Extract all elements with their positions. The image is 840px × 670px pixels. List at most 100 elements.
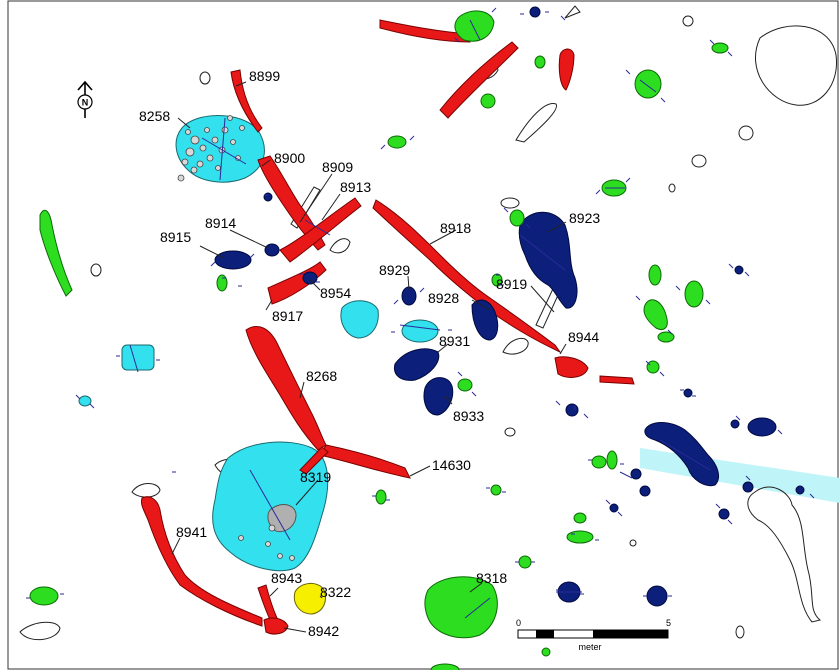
outline-feature [131, 483, 161, 498]
feature-8913-shape [279, 197, 362, 263]
red-segment [299, 446, 329, 475]
green-pit [430, 663, 460, 670]
feature-8318-shape [424, 576, 498, 639]
scale-end-label: 5 [666, 618, 671, 628]
feature-8941-shape [141, 496, 263, 627]
scale-unit-label: meter [578, 642, 601, 652]
feature-label-8915: 8915 [160, 229, 191, 245]
feature-label-8909: 8909 [322, 159, 353, 175]
green-pit [387, 135, 407, 149]
feature-label-8929: 8929 [379, 262, 410, 278]
feature-8319-grey-pit [267, 504, 297, 533]
green-linear [39, 209, 73, 297]
feature-8900-shape [257, 155, 326, 251]
feature-8933-shape [423, 377, 454, 416]
red-segment [439, 41, 519, 119]
feature-8915-shape [214, 250, 252, 270]
outline-feature-se [747, 486, 822, 623]
green-pit [643, 299, 668, 330]
outline-feature-ne [755, 25, 837, 106]
green-pit [454, 10, 495, 42]
cyan-pit [121, 344, 155, 371]
feature-8923-shape [518, 211, 578, 309]
leader-lines [171, 81, 567, 633]
north-label: N [82, 98, 89, 108]
outline-feature [19, 621, 61, 641]
green-pit [518, 555, 532, 569]
outline-pit [738, 125, 754, 141]
outline-pit [90, 263, 102, 277]
red-segment [558, 48, 575, 91]
feature-label-8931: 8931 [439, 333, 470, 349]
blue-small-pits [263, 6, 805, 520]
hatch-ticks [26, 7, 815, 599]
outline-pit [682, 15, 694, 27]
green-pit [657, 331, 675, 343]
feature-label-8899: 8899 [249, 68, 280, 84]
outline-pit [629, 539, 637, 547]
feature-label-14630: 14630 [432, 457, 471, 473]
feature-label-8942: 8942 [308, 623, 339, 639]
feature-label-8322: 8322 [320, 584, 351, 600]
feature-label-8268: 8268 [306, 368, 337, 384]
outline-feature [290, 186, 321, 229]
green-pit [566, 530, 594, 544]
cyan-pit [401, 319, 439, 343]
feature-label-8258: 8258 [139, 108, 170, 124]
feature-8914-shape [264, 243, 280, 257]
feature-8319-stones [238, 524, 295, 561]
outline-pit [502, 337, 529, 355]
outline-pit [504, 427, 516, 437]
feature-label-8954: 8954 [320, 285, 351, 301]
feature-label-8923: 8923 [569, 210, 600, 226]
feature-label-8918: 8918 [440, 220, 471, 236]
feature-labels: 8899 8258 8900 8909 8913 8914 8915 8918 … [139, 68, 600, 639]
scale-start-label: 0 [516, 618, 521, 628]
feature-label-8933: 8933 [453, 408, 484, 424]
green-pit [534, 55, 546, 69]
outline-pit [500, 197, 520, 209]
north-arrow-icon: N [77, 80, 93, 118]
red-segment [599, 375, 635, 385]
feature-8258-stones [177, 115, 245, 182]
feature-8322-shape [293, 583, 326, 615]
feature-8928-shape [471, 299, 499, 341]
green-pit [648, 264, 662, 286]
feature-8942-shape [263, 617, 289, 635]
feature-14630-shape [319, 444, 411, 479]
blue-pit [646, 585, 668, 607]
feature-label-8919: 8919 [496, 276, 527, 292]
outline-pit [691, 154, 707, 168]
green-pit [541, 647, 551, 657]
blue-pit-large [644, 422, 719, 487]
outline-feature [329, 238, 351, 254]
feature-label-8941: 8941 [176, 524, 207, 540]
green-pit [573, 512, 587, 524]
green-pit [490, 484, 502, 496]
outline-feature [515, 103, 557, 143]
green-pit [606, 450, 618, 470]
green-pit [375, 489, 387, 505]
feature-label-8318: 8318 [476, 570, 507, 586]
feature-8918-shape [372, 199, 562, 354]
cyan-pit [340, 300, 379, 339]
green-pit [457, 378, 473, 392]
feature-8931-shape [393, 348, 440, 381]
feature-label-8913: 8913 [340, 179, 371, 195]
green-pit [711, 42, 729, 54]
feature-label-8319: 8319 [300, 469, 331, 485]
section-lines [129, 19, 711, 619]
feature-label-8917: 8917 [272, 308, 303, 324]
blue-pit [747, 417, 777, 437]
outline-pit [735, 625, 745, 639]
outline-pit [668, 183, 676, 193]
feature-8944-shape [554, 356, 589, 378]
feature-8268-shape [245, 326, 327, 451]
green-pit [491, 273, 503, 287]
outline-pit [199, 71, 211, 85]
green-pit [634, 69, 662, 99]
green-pit [216, 274, 228, 292]
green-pit [591, 455, 607, 469]
